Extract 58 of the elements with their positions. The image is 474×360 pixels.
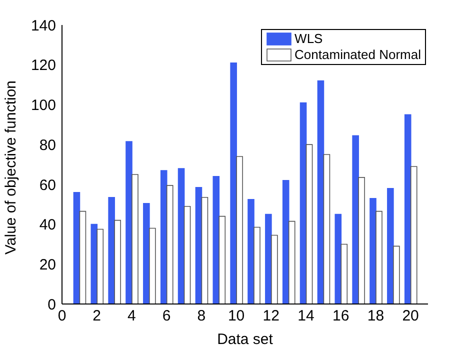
x-tick-label: 4 [128,308,136,325]
x-tick-label: 10 [228,308,245,325]
bar [404,114,412,304]
bar [340,244,348,304]
bar [358,177,365,304]
bar [370,198,376,304]
bar [114,220,121,304]
y-tick-label: 100 [30,97,56,114]
y-tick-label: 80 [39,136,56,154]
y-tick-label: 20 [39,256,56,274]
bar [132,174,138,304]
bar [96,228,104,304]
bar [254,226,260,304]
bar [323,154,330,304]
bar [334,214,342,304]
x-tick-label: 20 [402,308,419,325]
x-axis-title: Data set [217,331,274,348]
x-tick-label: 18 [367,308,384,325]
bar [271,234,278,304]
bar [212,176,220,304]
bar [126,141,132,304]
y-axis-title: Value of objective function [2,80,20,254]
bar [236,156,243,304]
bar [282,180,290,304]
y-tick-label: 40 [39,216,56,234]
legend-label: Contaminated Normal [294,47,421,63]
bar [160,170,168,304]
x-tick-label: 12 [262,308,280,325]
bar [79,210,86,304]
y-tick-label: 120 [30,57,56,74]
bar [166,185,174,304]
bar [306,144,313,304]
bar [393,246,400,304]
bar [230,62,237,304]
bar [149,228,156,304]
x-tick-label: 16 [332,308,350,325]
bar [201,196,208,304]
bar [387,188,394,304]
x-tick-label: 6 [162,308,171,325]
bar [218,216,226,304]
bar [288,220,296,304]
y-tick-label: 0 [48,296,56,314]
bar [317,80,324,304]
bar [376,210,382,304]
x-tick-label: 8 [197,308,206,325]
x-tick-label: 14 [298,308,314,325]
bar [178,168,185,304]
bar [143,202,150,304]
y-tick-label: 140 [30,17,56,34]
bar [248,198,254,304]
bar [108,196,115,304]
bar [410,166,418,304]
bar [184,206,191,304]
bar [265,214,272,304]
x-tick-label: 2 [92,308,102,325]
bar [352,135,359,304]
y-tick-label: 60 [39,176,56,194]
legend-label: WLS [294,31,323,47]
